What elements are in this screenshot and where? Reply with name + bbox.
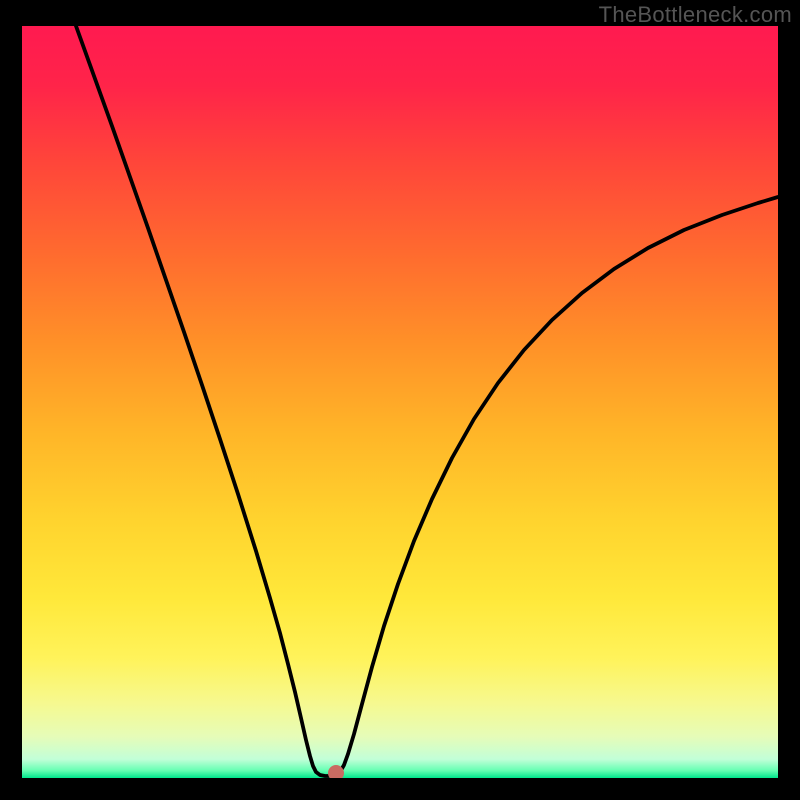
watermark-text: TheBottleneck.com [599, 2, 792, 28]
plot-area [22, 26, 778, 778]
chart-background [22, 26, 778, 778]
bottleneck-chart [22, 26, 778, 778]
chart-container: { "watermark": { "text": "TheBottleneck.… [0, 0, 800, 800]
